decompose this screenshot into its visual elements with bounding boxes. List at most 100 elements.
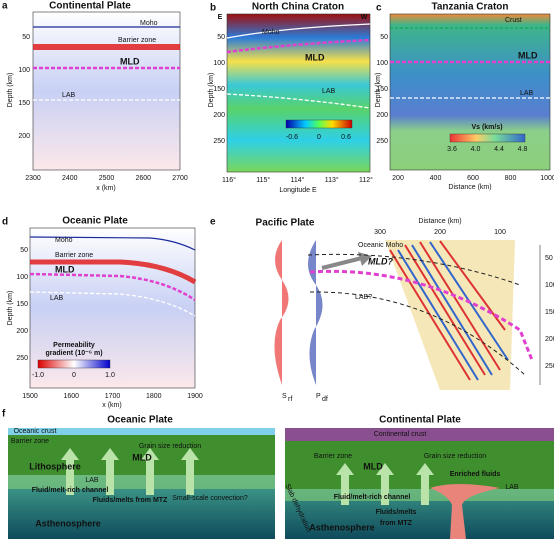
panel-label: d (2, 217, 8, 228)
annotation: Moho (262, 29, 280, 36)
fluids-label: Fluids/melts from MTZ (93, 497, 168, 504)
y-tick-label: 200 (213, 112, 225, 119)
x-tick-label: 800 (505, 175, 517, 182)
y-axis-label: Depth (km) (375, 73, 382, 108)
layer-label: Barrier zone (11, 438, 49, 445)
x-tick-label: 114° (291, 176, 305, 184)
y-tick-label: 100 (16, 274, 28, 281)
annotation: Oceanic Moho (358, 242, 403, 249)
y-tick-label: 250 (545, 363, 554, 370)
panel-title: Tanzania Craton (431, 2, 508, 13)
y-tick-label: 150 (545, 309, 554, 316)
y-tick-label: 200 (376, 112, 388, 119)
x-tick-label: 1700 (105, 393, 121, 400)
annotation: LAB (520, 90, 534, 97)
x-tick-label: 112° (359, 176, 373, 184)
annotation: MLD (305, 52, 325, 62)
continental-crust (285, 428, 554, 441)
panel-label: c (376, 3, 382, 14)
colorbar-label: 4.4 (494, 146, 504, 153)
panel-label: f (2, 409, 6, 420)
y-tick-label: 250 (213, 138, 225, 145)
mld-line (309, 269, 534, 361)
x-tick-label: 100 (494, 229, 506, 236)
corner-label: W (361, 14, 368, 21)
x-tick-label: 400 (430, 175, 442, 182)
y-tick-label: 50 (545, 255, 553, 262)
y-tick-label: 250 (376, 138, 388, 145)
annotation: LAB (322, 88, 336, 95)
colorbar-title: Permeability (53, 342, 95, 349)
panel-label: b (210, 3, 216, 14)
x-axis-label: Longitude E (279, 187, 317, 194)
colorbar (37, 359, 111, 369)
annotation: Moho (55, 237, 73, 244)
channel (8, 475, 275, 489)
panel-label: e (210, 217, 216, 228)
lab-line (29, 291, 196, 317)
annotation: Barrier zone (55, 252, 93, 259)
layer-label: Barrier zone (314, 453, 352, 460)
colorbar-label: 3.6 (447, 146, 457, 153)
barrier-band (30, 259, 197, 285)
y-tick-label: 250 (16, 355, 28, 362)
lithosphere (285, 441, 554, 489)
x-tick-label: 2700 (172, 175, 188, 182)
moho-line (307, 253, 521, 286)
y-tick-label: 150 (213, 86, 225, 93)
trace-label: df (322, 396, 328, 403)
y-tick-label: 200 (545, 336, 554, 343)
colorbar-label: -1.0 (32, 372, 44, 379)
annotation: LAB (62, 92, 76, 99)
annotation: LAB? (355, 294, 372, 301)
colorbar-label: 0 (72, 372, 76, 379)
asthenosphere-label: Asthenosphere (309, 522, 375, 532)
x-axis-label: Distance (km) (448, 184, 491, 191)
colorbar-label: 4.0 (471, 146, 481, 153)
y-tick-label: 150 (376, 86, 388, 93)
colorbar-label: 1.0 (105, 372, 115, 379)
fluids-label: Fluids/melts (376, 509, 417, 516)
trace-label: P (316, 393, 321, 400)
y-tick-label: 100 (376, 60, 388, 67)
x-axis-label: x (km) (96, 185, 115, 192)
x-tick-label: 2400 (62, 175, 78, 182)
crust-label: Oceanic crust (14, 428, 57, 435)
y-tick-label: 50 (380, 34, 388, 41)
layer-label: Grain size reduction (424, 453, 486, 460)
trace-label: S (282, 393, 287, 400)
corner-label: E (218, 14, 223, 21)
x-tick-label: 1500 (22, 393, 38, 400)
up-arrows (61, 448, 199, 495)
mld-label: MLD (363, 461, 383, 471)
x-tick-label: 2600 (135, 175, 151, 182)
mld-label: MLD (132, 452, 152, 462)
x-tick-label: 1900 (187, 393, 203, 400)
enriched-label: Enriched fluids (450, 471, 501, 478)
x-tick-label: 116° (222, 176, 236, 184)
x-tick-label: 1600 (63, 393, 79, 400)
y-tick-label: 50 (22, 34, 30, 41)
annotation: Barrier zone (118, 37, 156, 44)
y-tick-label: 100 (213, 60, 225, 67)
mld-line (29, 272, 196, 302)
x-tick-label: 113° (325, 176, 339, 184)
channel (285, 489, 554, 501)
x-axis-label: x (km) (102, 402, 121, 409)
y-axis-label: Depth (km) (208, 73, 215, 108)
panel-title: North China Craton (252, 2, 344, 13)
convection-label: Small-scale convection? (172, 495, 248, 502)
panel-title: Oceanic Plate (62, 216, 128, 227)
annotation: MLD (518, 50, 538, 60)
crust-label: Continental crust (374, 431, 427, 438)
colorbar-label: 0 (317, 134, 321, 141)
annotation: MLD? (368, 256, 393, 266)
barrier-band (33, 44, 180, 50)
y-tick-label: 150 (16, 301, 28, 308)
x-tick-label: 2500 (99, 175, 115, 182)
mld-line (226, 38, 371, 54)
y-tick-label: 50 (20, 247, 28, 254)
up-arrows (336, 463, 434, 505)
lab-line (226, 93, 371, 109)
y-tick-label: 100 (18, 67, 30, 74)
